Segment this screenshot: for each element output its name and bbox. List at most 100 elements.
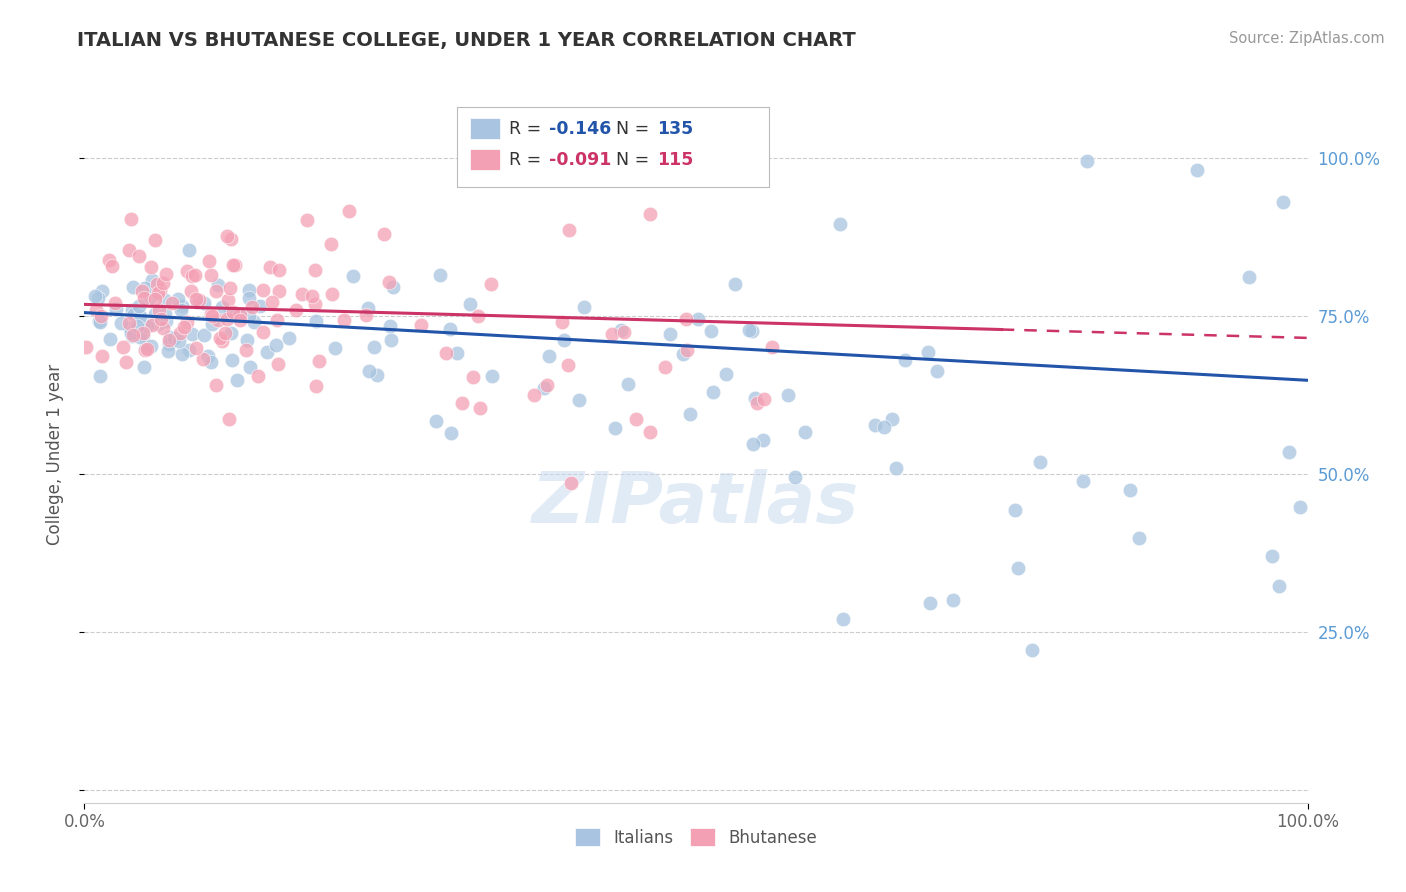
Point — [238, 310, 260, 324]
Point — [1021, 643, 1043, 657]
Point — [128, 299, 150, 313]
Point — [121, 329, 143, 343]
Point — [638, 425, 661, 439]
Point — [132, 291, 155, 305]
Point — [610, 323, 633, 337]
Point — [112, 340, 135, 354]
Point — [249, 299, 271, 313]
Point — [191, 352, 214, 367]
Point — [159, 330, 181, 344]
Point — [378, 318, 401, 333]
Point — [167, 334, 190, 349]
Point — [321, 286, 343, 301]
Point — [132, 316, 155, 330]
Point — [141, 318, 163, 332]
Point — [218, 412, 240, 426]
Point — [184, 268, 207, 283]
Point — [675, 312, 697, 326]
Point — [229, 313, 252, 327]
Point — [741, 437, 763, 451]
Point — [87, 313, 110, 327]
Point — [285, 303, 308, 318]
Point — [319, 236, 342, 251]
Point — [1268, 579, 1291, 593]
Text: ITALIAN VS BHUTANESE COLLEGE, UNDER 1 YEAR CORRELATION CHART: ITALIAN VS BHUTANESE COLLEGE, UNDER 1 YE… — [77, 31, 856, 50]
Point — [105, 302, 128, 317]
Point — [201, 317, 224, 331]
Point — [146, 318, 169, 332]
Point — [785, 470, 807, 484]
Point — [305, 313, 328, 327]
Point — [259, 260, 281, 274]
Point — [793, 425, 815, 440]
Point — [440, 425, 463, 440]
Point — [308, 354, 330, 368]
Point — [239, 359, 262, 374]
Point — [458, 297, 481, 311]
Point — [446, 346, 468, 360]
Point — [198, 254, 221, 268]
Point — [143, 234, 166, 248]
Point — [180, 326, 202, 341]
Point — [382, 280, 405, 294]
Point — [776, 388, 799, 402]
Point — [356, 308, 378, 322]
Point — [277, 331, 299, 345]
Point — [219, 305, 242, 319]
Point — [605, 421, 627, 435]
Point — [122, 280, 145, 294]
Point — [153, 293, 176, 307]
Point — [132, 326, 155, 341]
Point — [252, 283, 274, 297]
Point — [208, 331, 231, 345]
Point — [229, 309, 252, 323]
Point — [894, 353, 917, 368]
Point — [134, 359, 156, 374]
Point — [90, 284, 112, 298]
Point — [551, 315, 574, 329]
Point — [181, 269, 204, 284]
Text: -0.091: -0.091 — [550, 151, 612, 169]
Point — [221, 353, 243, 368]
Point — [152, 321, 174, 335]
Point — [219, 326, 242, 340]
Point — [1272, 194, 1295, 209]
FancyBboxPatch shape — [470, 118, 501, 139]
Point — [120, 320, 142, 334]
Point — [134, 343, 156, 357]
Text: 135: 135 — [657, 120, 693, 137]
Text: -0.146: -0.146 — [550, 120, 612, 137]
Point — [211, 334, 233, 348]
Point — [678, 407, 700, 421]
Point — [120, 326, 142, 340]
Point — [558, 223, 581, 237]
Point — [89, 368, 111, 383]
Point — [468, 401, 491, 415]
Point — [366, 368, 388, 382]
Point — [451, 396, 474, 410]
Point — [205, 377, 228, 392]
Point — [536, 377, 558, 392]
Point — [638, 207, 661, 221]
Point — [323, 341, 346, 355]
Text: R =: R = — [509, 120, 547, 137]
Point — [139, 339, 162, 353]
Point — [672, 347, 695, 361]
Point — [439, 321, 461, 335]
Text: N =: N = — [616, 151, 655, 169]
Point — [155, 267, 177, 281]
Point — [429, 268, 451, 283]
Point — [110, 316, 132, 330]
Point — [91, 349, 114, 363]
Point — [291, 287, 314, 301]
Point — [87, 292, 110, 306]
Point — [152, 276, 174, 290]
Point — [193, 327, 215, 342]
Point — [173, 320, 195, 334]
Point — [148, 303, 170, 318]
Point — [553, 334, 575, 348]
Point — [363, 340, 385, 354]
Point — [169, 326, 191, 341]
Point — [125, 318, 148, 333]
Point — [918, 597, 941, 611]
